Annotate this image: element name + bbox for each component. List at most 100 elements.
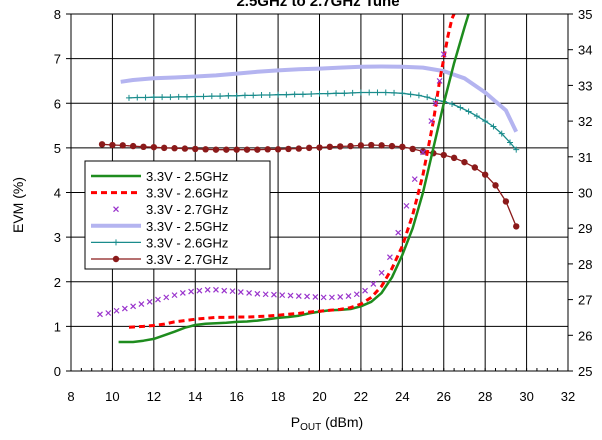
data-point-dot [129, 142, 137, 150]
y2-tick-label: 32 [578, 114, 592, 129]
data-point-x [436, 78, 443, 84]
data-point-plus [150, 94, 157, 101]
data-point-plus [357, 89, 364, 96]
data-point-dot [181, 145, 189, 152]
data-point-dot [471, 164, 479, 171]
data-point-x [155, 296, 161, 303]
data-point-x [163, 294, 170, 301]
x-tick-label: 24 [395, 389, 409, 404]
legend-item: 3.3V - 2.5GHz [91, 169, 228, 184]
data-point-dot [223, 146, 230, 153]
data-point-plus [308, 90, 315, 97]
data-point-dot [254, 146, 261, 153]
data-point-plus [366, 89, 373, 96]
data-point-plus [217, 93, 224, 100]
data-point-dot [202, 146, 209, 153]
data-point-x [113, 307, 120, 314]
data-point-x [254, 290, 261, 297]
data-point-plus [167, 94, 174, 101]
data-point-plus [316, 90, 323, 97]
data-point-plus [465, 108, 472, 115]
y2-tick-label: 33 [578, 78, 592, 93]
y2-tick-label: 30 [578, 186, 592, 201]
data-point-dot [419, 148, 427, 155]
x-axis-label: POUT (dBm) [291, 414, 363, 433]
series-1 [118, 13, 470, 344]
data-point-x [279, 292, 286, 299]
data-point-x [420, 149, 426, 156]
x-axis-label-main: P [291, 414, 300, 430]
data-point-plus [513, 146, 520, 153]
data-point-x [213, 286, 219, 293]
x-tick-label: 32 [561, 389, 575, 404]
data-point-x [105, 310, 112, 316]
y-tick-label: 4 [54, 186, 61, 201]
data-point-dot [150, 143, 158, 151]
data-point-x [386, 254, 393, 261]
legend-label: 3.3V - 2.5GHz [146, 219, 228, 234]
x-tick-label: 16 [229, 389, 243, 404]
x-axis-label-unit: (dBm) [321, 414, 363, 430]
series-5 [125, 89, 520, 153]
legend-item: 3.3V - 2.5GHz [91, 219, 228, 234]
data-point-dot [388, 142, 396, 150]
data-point-plus [341, 90, 348, 97]
x-tick-label: 30 [519, 389, 533, 404]
y2-tick-label: 25 [578, 364, 592, 379]
legend-label: 3.3V - 2.6GHz [146, 235, 228, 250]
data-point-dot [233, 146, 240, 153]
data-point-dot [316, 144, 323, 151]
y-tick-label: 5 [54, 141, 61, 156]
data-point-x [221, 287, 228, 294]
data-point-plus [225, 92, 232, 99]
series-layer [97, 13, 520, 344]
data-point-dot [481, 171, 489, 178]
data-point-plus [192, 93, 199, 100]
data-point-plus [498, 130, 505, 137]
data-point-plus [175, 93, 182, 100]
legend-label: 3.3V - 2.5GHz [146, 169, 228, 184]
data-point-x [287, 292, 294, 299]
data-point-plus [241, 92, 248, 99]
data-point-plus [125, 94, 132, 101]
legend-label: 3.3V - 2.7GHz [146, 252, 228, 267]
y-tick-label: 0 [54, 364, 61, 379]
legend-label: 3.3V - 2.6GHz [146, 186, 228, 201]
data-point-plus [473, 113, 480, 120]
data-point-x [246, 289, 253, 296]
y2-tick-label: 31 [578, 150, 592, 165]
x-tick-label: 20 [312, 389, 326, 404]
data-point-plus [142, 94, 149, 101]
x-tick-label: 10 [105, 389, 119, 404]
data-point-x [138, 301, 145, 307]
data-point-plus [415, 92, 422, 99]
data-point-x [188, 288, 195, 295]
legend-item: 3.3V - 2.7GHz [91, 252, 228, 267]
legend-item: 3.3V - 2.7GHz [113, 202, 228, 217]
data-point-plus [382, 89, 389, 96]
data-point-dot [368, 141, 375, 149]
data-point-x [179, 289, 186, 296]
data-point-dot [378, 142, 385, 149]
series-line [118, 13, 470, 344]
data-point-plus [424, 94, 431, 101]
data-point-plus [183, 93, 190, 100]
data-point-dot [243, 146, 251, 153]
series-line [120, 64, 519, 133]
data-point-x [353, 291, 360, 298]
data-point-plus [374, 89, 381, 96]
series-4 [120, 64, 519, 133]
y-axis-label: EVM (%) [10, 177, 26, 233]
y-tick-label: 2 [54, 275, 61, 290]
data-point-dot [109, 141, 116, 149]
data-point-x [121, 305, 128, 312]
data-point-dot [347, 142, 354, 150]
data-point-plus [482, 118, 489, 125]
data-point-x [312, 293, 319, 300]
data-point-x [428, 118, 435, 125]
data-point-plus [407, 91, 414, 98]
legend-item: 3.3V - 2.6GHz [91, 235, 228, 250]
series-6 [98, 141, 520, 230]
